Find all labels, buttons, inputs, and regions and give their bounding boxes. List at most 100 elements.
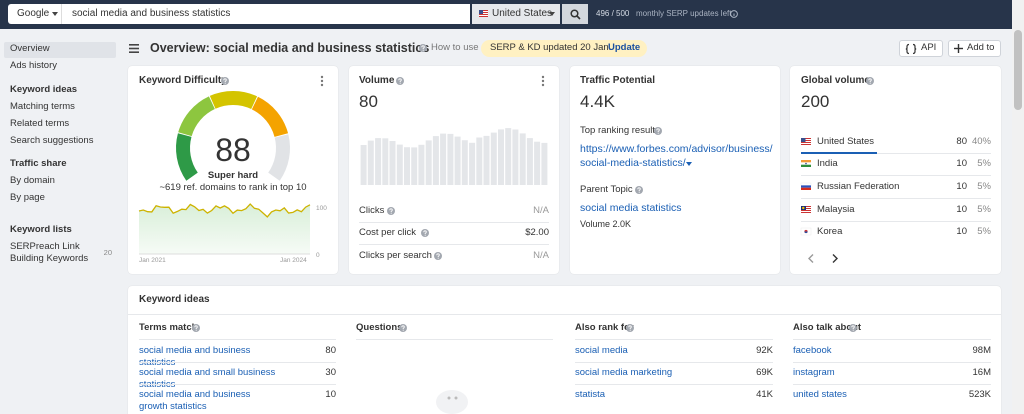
decor — [320, 79, 324, 83]
divider — [359, 244, 549, 245]
nav-item[interactable]: Related terms — [10, 118, 70, 129]
decor — [398, 78, 402, 82]
top-result-url[interactable]: https://www.forbes.com/advisor/business/ — [580, 143, 773, 155]
country-select[interactable] — [472, 4, 560, 24]
country[interactable]: United States — [492, 8, 553, 19]
help-icon — [419, 44, 427, 52]
volume-bar — [425, 140, 432, 185]
decor — [541, 79, 545, 83]
country-name: India — [817, 158, 838, 169]
scrollbar-thumb[interactable] — [1014, 30, 1022, 110]
decor — [801, 160, 811, 163]
usage-count: 496 / 500 — [596, 9, 630, 18]
difficulty-note: ~619 ref. domains to rank in top 10 — [159, 182, 307, 193]
nav-item[interactable]: By domain — [10, 175, 55, 186]
metric-value: N/A — [533, 205, 549, 216]
help-icon — [387, 207, 395, 215]
keyword-value: 98M — [972, 345, 991, 356]
volume-bar — [440, 133, 447, 185]
decor — [801, 142, 811, 143]
difficulty-gauge — [176, 91, 290, 181]
global-volume-value: 200 — [801, 92, 830, 111]
search-button[interactable] — [562, 4, 588, 24]
keyword-value: 69K — [756, 367, 773, 378]
decor — [657, 132, 659, 134]
volume-bar — [396, 144, 403, 185]
nav-section-title: Keyword ideas — [10, 84, 78, 95]
decor — [801, 138, 806, 142]
volume-bar — [541, 142, 548, 185]
decor — [401, 325, 405, 329]
nav-item[interactable]: Overview — [10, 43, 50, 54]
nav-item[interactable]: SERPreach Link Building Keywords — [10, 241, 89, 264]
parent-topic[interactable]: social media statistics — [580, 202, 682, 214]
nav-item[interactable]: Matching terms — [10, 101, 75, 112]
decor — [869, 82, 871, 84]
decor — [437, 257, 439, 259]
volume-bar — [461, 140, 468, 185]
volume-bar — [382, 138, 389, 185]
decor — [549, 12, 555, 16]
decor — [479, 10, 488, 17]
engine[interactable]: Google — [17, 8, 50, 19]
card — [128, 286, 1001, 414]
axis-label: 100 — [316, 205, 327, 212]
page-title: Overview: social media and business stat… — [150, 41, 430, 55]
caret — [549, 12, 555, 16]
decor — [422, 49, 424, 51]
api-button[interactable] — [899, 40, 943, 57]
how-to-use[interactable]: How to use — [431, 42, 479, 53]
nav-active — [4, 42, 116, 58]
decor — [390, 212, 392, 214]
empty-state-illustration — [436, 390, 468, 414]
update-link[interactable]: Update — [608, 42, 641, 53]
keyword-value: 10 — [325, 389, 336, 400]
help-icon — [221, 77, 229, 85]
decor — [195, 329, 197, 331]
engine-select[interactable] — [8, 4, 62, 24]
volume-bar — [476, 137, 483, 185]
add-to-button[interactable] — [948, 40, 1001, 57]
metric-name: Clicks per search — [359, 250, 432, 261]
volume-bar — [526, 138, 533, 185]
nav-item[interactable]: Ads history — [10, 60, 57, 71]
decor — [454, 396, 458, 400]
keyword-link[interactable]: social media marketing — [575, 367, 673, 378]
country-share: 5% — [977, 204, 991, 215]
keyword-link[interactable]: united states — [793, 389, 847, 400]
volume-bar — [432, 136, 439, 185]
volume-bar — [505, 128, 512, 185]
column-title: Terms match — [139, 322, 198, 333]
divider — [793, 384, 991, 385]
keyword-link[interactable]: social media and business growth statist… — [139, 389, 251, 412]
keyword-link[interactable]: social media — [575, 345, 628, 356]
metric-value: $2.00 — [525, 227, 549, 238]
api-label[interactable]: API — [921, 42, 937, 53]
decor — [479, 16, 488, 17]
card-title: Volume — [359, 75, 395, 86]
decor — [808, 254, 814, 263]
keyword-link[interactable]: instagram — [793, 367, 835, 378]
divider — [139, 339, 336, 340]
nav-section-title: Keyword lists — [10, 224, 72, 235]
top-result-url[interactable]: social-media-statistics/ — [580, 157, 686, 169]
keyword-link[interactable]: social media and small business statisti… — [139, 367, 276, 390]
add-to-label[interactable]: Add to — [967, 42, 995, 53]
decor — [479, 10, 488, 11]
divider — [128, 314, 1001, 315]
decor — [479, 12, 488, 13]
keyword-link[interactable]: facebook — [793, 345, 832, 356]
decor — [802, 206, 805, 210]
search-query[interactable]: social media and business statistics — [72, 8, 231, 19]
nav-item[interactable]: By page — [10, 192, 45, 203]
keyword-link[interactable]: social media and business statistics — [139, 345, 251, 368]
decor — [436, 253, 440, 257]
decor — [851, 325, 855, 329]
decor — [320, 75, 324, 79]
search-input[interactable] — [62, 4, 470, 24]
decor — [730, 10, 738, 18]
metric-value: N/A — [533, 250, 549, 261]
keyword-value: 523K — [968, 389, 991, 400]
keyword-link[interactable]: statista — [575, 389, 606, 400]
nav-item[interactable]: Search suggestions — [10, 135, 94, 146]
